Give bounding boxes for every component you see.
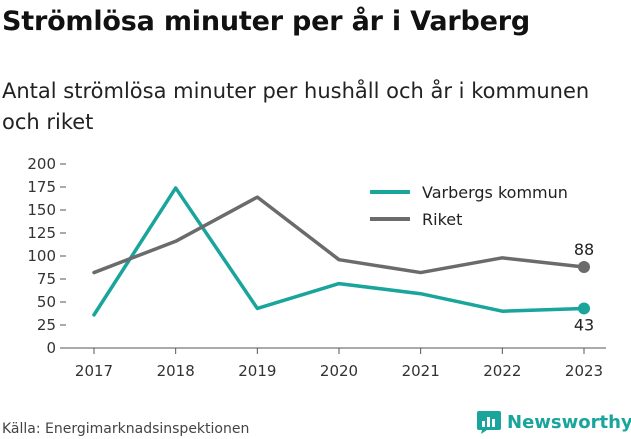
x-tick-label: 2022 [483, 362, 521, 380]
newsworthy-logo-icon [477, 411, 501, 434]
end-value-label: 43 [574, 315, 594, 334]
series-line [92, 186, 586, 317]
y-tick-label: 0 [46, 339, 56, 357]
y-tick-label: 125 [27, 224, 56, 242]
end-value-label: 88 [574, 240, 594, 259]
legend-label: Riket [422, 210, 462, 229]
y-tick-label: 100 [27, 247, 56, 265]
brand-name: Newsworthy [507, 411, 631, 433]
x-tick-label: 2020 [320, 362, 358, 380]
y-tick-label: 50 [37, 293, 56, 311]
y-tick-label: 200 [27, 155, 56, 173]
y-tick-label: 25 [37, 316, 56, 334]
series-end-point [578, 261, 590, 274]
series-line [92, 195, 586, 275]
x-tick-label: 2018 [157, 362, 195, 380]
legend-label: Varbergs kommun [422, 183, 568, 202]
x-tick-label: 2021 [402, 362, 440, 380]
x-axis: 2017 2018 2019 2020 2021 2022 2023 [66, 347, 606, 380]
chart-subtitle: Antal strömlösa minuter per hushåll och … [2, 79, 590, 134]
x-tick-label: 2023 [565, 362, 603, 380]
x-tick-label: 2019 [238, 362, 276, 380]
brand: Newsworthy [476, 409, 631, 435]
legend-background [360, 176, 610, 236]
source-note: Källa: Energimarknadsinspektionen [2, 421, 250, 437]
y-tick-label: 150 [27, 201, 56, 219]
series-end-point [578, 302, 590, 315]
y-tick-label: 175 [27, 178, 56, 196]
series-layer: 43 88 [92, 186, 594, 334]
y-axis: 0 25 50 75 100 125 150 175 200 [27, 155, 66, 357]
legend: Varbergs kommun Riket [360, 176, 610, 236]
y-tick-label: 75 [37, 270, 56, 288]
chart-title: Strömlösa minuter per år i Varberg [2, 6, 530, 37]
x-tick-label: 2017 [75, 362, 113, 380]
